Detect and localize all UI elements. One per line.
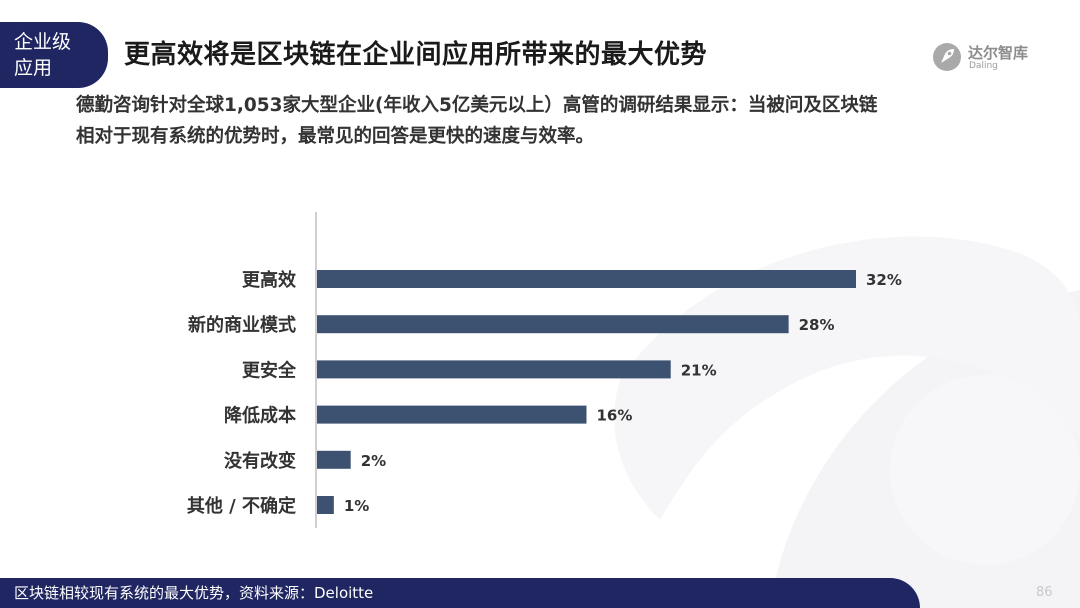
value-label: 32% <box>866 271 902 289</box>
value-label: 16% <box>597 407 633 425</box>
value-label: 21% <box>681 361 717 379</box>
logo-text: 达尔智库 <box>968 44 1029 62</box>
bar-group: 更高效 32% 新的商业模式 28% 更安全 21% 降低成本 16% 没有改变 2% 其他 / 不… <box>187 269 902 517</box>
page-title: 更高效将是区块链在企业间应用所带来的最大优势 <box>124 40 708 70</box>
value-label: 1% <box>344 497 369 515</box>
bar <box>317 496 334 514</box>
category-label: 更高效 <box>242 269 297 291</box>
category-label: 其他 / 不确定 <box>187 495 296 517</box>
section-tag-line2: 应用 <box>14 57 53 79</box>
rocket-logo-icon <box>933 43 961 71</box>
value-label: 28% <box>799 316 835 334</box>
section-tag: 企业级 应用 <box>0 22 108 88</box>
page-number: 86 <box>1036 585 1053 600</box>
footer-note: 区块链相较现有系统的最大优势，资料来源：Deloitte <box>0 578 920 608</box>
subtitle: 德勤咨询针对全球1,053家大型企业(年收入5亿美元以上）高管的调研结果显示：当… <box>76 90 996 152</box>
category-label: 没有改变 <box>224 450 296 472</box>
category-label: 新的商业模式 <box>188 314 296 336</box>
category-label: 更安全 <box>242 359 297 381</box>
bar <box>317 405 587 424</box>
bar <box>317 360 671 379</box>
bar <box>317 450 351 469</box>
subtitle-line2: 相对于现有系统的优势时，最常见的回答是更快的速度与效率。 <box>76 126 595 147</box>
bar <box>317 315 789 334</box>
brand-logo: 达尔智库 Daling <box>932 40 1052 76</box>
section-tag-line1: 企业级 <box>14 31 72 53</box>
value-label: 2% <box>361 452 386 470</box>
bar <box>317 270 856 288</box>
category-label: 降低成本 <box>224 405 296 427</box>
logo-subtext: Daling <box>969 61 998 71</box>
subtitle-line1: 德勤咨询针对全球1,053家大型企业(年收入5亿美元以上）高管的调研结果显示：当… <box>76 95 878 116</box>
